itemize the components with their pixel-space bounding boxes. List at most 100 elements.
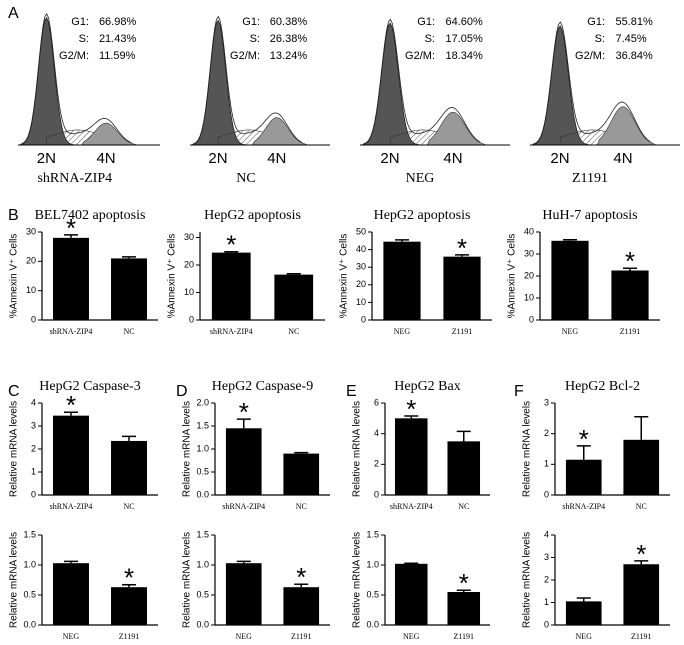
y-tick-label: 1.0 — [196, 559, 209, 569]
error-bar — [455, 254, 469, 257]
y-tick-label: 1 — [544, 597, 549, 607]
y-axis-label: Relative mRNA levels — [522, 532, 533, 628]
panel-label: C — [8, 383, 20, 400]
stat-value: 36.84% — [616, 50, 654, 62]
bar — [274, 274, 314, 320]
error-bar — [122, 584, 136, 588]
chart-title: HepG2 apoptosis — [374, 208, 471, 223]
y-tick-label: 2 — [544, 428, 549, 438]
chart-title: HepG2 Caspase-9 — [212, 379, 313, 394]
bar — [225, 428, 262, 495]
y-axis-label: Relative mRNA levels — [182, 401, 193, 497]
y-axis-label: Relative mRNA levels — [352, 401, 363, 497]
stat-value: 13.24% — [270, 50, 308, 62]
bar — [283, 587, 320, 625]
y-axis-label: %Annexin V⁺ Cells — [9, 234, 20, 319]
y-tick-label: 1.5 — [366, 529, 379, 539]
error-bar — [395, 239, 409, 242]
chart-title: HepG2 Caspase-3 — [39, 379, 140, 394]
y-tick-label: 1.0 — [366, 559, 379, 569]
stat-label: S: — [425, 33, 435, 45]
y-tick-label: 30 — [26, 226, 36, 236]
stat-value: 7.45% — [616, 33, 647, 45]
x-label: 2N — [208, 150, 227, 167]
error-bar — [236, 560, 251, 564]
error-bar — [294, 451, 309, 454]
error-bar — [563, 238, 577, 241]
panel-label: F — [514, 383, 524, 400]
stat-label: G2/M: — [405, 50, 435, 62]
g1-peak — [192, 19, 249, 146]
y-tick-label: 3 — [544, 552, 549, 562]
y-tick-label: 1.0 — [23, 559, 36, 569]
panel-label: D — [176, 383, 188, 400]
bar — [383, 241, 421, 320]
g1-peak — [20, 16, 78, 146]
stat-label: G1: — [242, 16, 260, 28]
caption: Z1191 — [572, 171, 608, 186]
x-tick-label: shRNA-ZIP4 — [210, 327, 253, 336]
y-tick-label: 20 — [184, 259, 194, 269]
y-tick-label: 2 — [374, 459, 379, 469]
y-tick-label: 40 — [524, 226, 534, 236]
y-tick-label: 0 — [529, 314, 534, 324]
y-tick-label: 2 — [544, 574, 549, 584]
error-bar — [456, 430, 471, 442]
y-tick-label: 0 — [544, 489, 549, 499]
y-tick-label: 0.0 — [196, 619, 209, 629]
chart-title: HepG2 Bax — [394, 379, 461, 394]
caption: shRNA-ZIP4 — [37, 171, 112, 186]
y-tick-label: 1 — [31, 466, 36, 476]
bar — [394, 418, 428, 495]
y-tick-label: 0 — [544, 619, 549, 629]
y-axis-label: Relative mRNA levels — [182, 532, 193, 628]
stat-label: S: — [250, 33, 260, 45]
g2-peak — [427, 111, 487, 146]
x-tick-label: NEG — [63, 632, 80, 641]
significance-mark: * — [296, 562, 306, 592]
error-bar — [122, 435, 136, 441]
error-bar — [64, 411, 78, 416]
y-tick-label: 1 — [544, 459, 549, 469]
significance-mark: * — [239, 397, 249, 427]
x-tick-label: Z1191 — [620, 327, 641, 336]
panel-label: A — [8, 5, 19, 22]
stat-label: G1: — [71, 16, 89, 28]
chart-title: HepG2 Bcl-2 — [565, 379, 640, 394]
y-tick-label: 0.0 — [366, 619, 379, 629]
stat-value: 55.81% — [616, 16, 654, 28]
error-bar — [404, 415, 419, 419]
panel-label: E — [346, 383, 357, 400]
y-tick-label: 40 — [356, 244, 366, 254]
significance-mark: * — [579, 424, 589, 454]
stat-label: G2/M: — [59, 50, 89, 62]
y-tick-label: 0 — [31, 489, 36, 499]
error-bar — [634, 416, 649, 440]
histogram-outline — [362, 18, 481, 145]
y-tick-label: 10 — [524, 292, 534, 302]
error-bar — [623, 267, 637, 271]
x-tick-label: NC — [458, 502, 469, 511]
y-tick-label: 0.5 — [196, 466, 209, 476]
y-tick-label: 20 — [524, 270, 534, 280]
bar — [394, 563, 428, 625]
x-tick-label: Z1191 — [453, 632, 474, 641]
x-tick-label: shRNA-ZIP4 — [50, 502, 93, 511]
x-tick-label: Z1191 — [452, 327, 473, 336]
error-bar — [576, 597, 591, 602]
chart-title: BEL7402 apoptosis — [35, 208, 146, 223]
bar — [623, 439, 660, 495]
bar — [211, 252, 251, 320]
stat-label: G1: — [417, 16, 435, 28]
g2-peak — [252, 117, 308, 146]
x-label: 4N — [267, 150, 286, 167]
x-tick-label: NC — [123, 327, 134, 336]
bar — [443, 256, 481, 320]
x-tick-label: NC — [123, 502, 134, 511]
x-label: 4N — [613, 150, 632, 167]
g1-peak — [362, 22, 424, 146]
g1-peak — [532, 25, 594, 146]
x-tick-label: NEG — [403, 632, 420, 641]
panel-label: B — [8, 207, 19, 224]
g2-peak — [81, 122, 138, 146]
